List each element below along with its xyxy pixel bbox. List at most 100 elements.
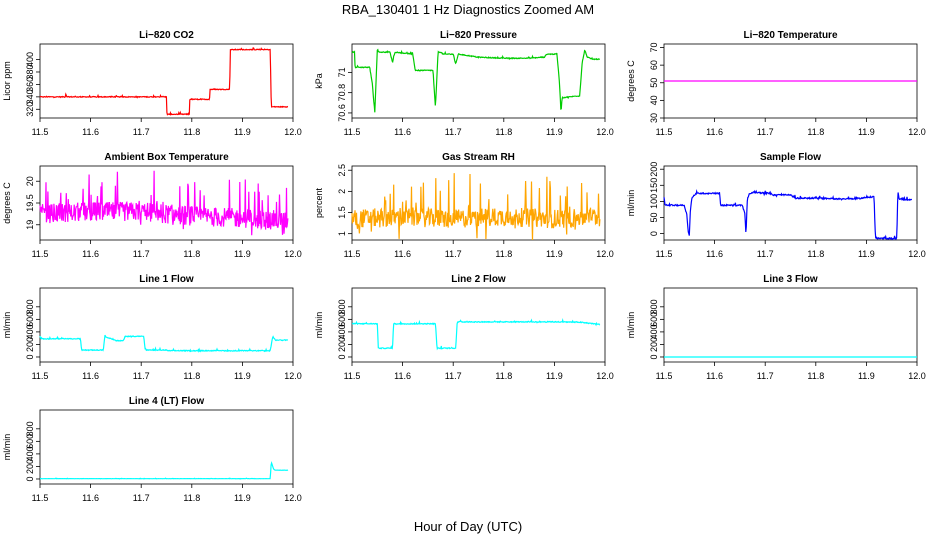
y-axis-label: degrees C <box>626 60 636 102</box>
x-tick-label: 11.6 <box>394 249 411 259</box>
y-tick-label: 150 <box>649 178 659 193</box>
x-tick-label: 11.9 <box>546 249 563 259</box>
y-tick-label: 400 <box>25 52 35 67</box>
x-tick-label: 11.9 <box>858 127 875 137</box>
y-tick-label: 40 <box>649 95 659 105</box>
x-tick-label: 11.8 <box>183 371 200 381</box>
y-tick-label: 600 <box>649 312 659 327</box>
y-tick-label: 0 <box>25 476 35 481</box>
y-axis-label: ml/min <box>626 312 636 339</box>
plot-frame <box>663 165 918 241</box>
x-tick-label: 11.5 <box>32 371 49 381</box>
x-tick-label: 11.9 <box>858 249 875 259</box>
series-line <box>351 173 601 241</box>
series-line <box>351 48 601 113</box>
y-axis-label: kPa <box>314 73 324 89</box>
x-tick-label: 11.8 <box>183 249 200 259</box>
y-tick-label: 19.5 <box>25 194 35 212</box>
y-tick-label: 50 <box>649 212 659 222</box>
panel-title: Line 2 Flow <box>451 274 506 285</box>
y-tick-label: 20 <box>25 176 35 186</box>
x-tick-label: 11.5 <box>656 371 673 381</box>
x-tick-label: 11.6 <box>706 371 723 381</box>
x-tick-label: 12.0 <box>908 371 926 381</box>
y-tick-label: 60 <box>649 60 659 70</box>
figure-x-axis-label: Hour of Day (UTC) <box>414 519 522 534</box>
panel-title: Gas Stream RH <box>442 152 515 163</box>
x-tick-label: 11.6 <box>82 493 99 503</box>
y-axis-label: ml/min <box>314 312 324 339</box>
y-tick-label: 70 <box>649 43 659 53</box>
x-tick-label: 11.6 <box>82 371 99 381</box>
y-tick-label: 70.6 <box>337 104 347 122</box>
plot-frame <box>39 409 294 485</box>
x-tick-label: 12.0 <box>284 493 302 503</box>
y-tick-label: 0 <box>25 354 35 359</box>
x-tick-label: 11.5 <box>32 127 49 137</box>
plot-frame <box>663 287 918 363</box>
y-tick-label: 600 <box>337 312 347 327</box>
x-tick-label: 11.8 <box>495 249 512 259</box>
x-tick-label: 11.8 <box>183 127 200 137</box>
y-tick-label: 19 <box>25 220 35 230</box>
x-tick-label: 11.6 <box>82 249 99 259</box>
y-tick-label: 400 <box>649 324 659 339</box>
series-line <box>39 170 289 236</box>
plot-frame <box>39 43 294 119</box>
y-axis-label: ml/min <box>2 312 12 339</box>
x-tick-label: 11.9 <box>234 249 251 259</box>
panel-2: Li−820 Pressure kPa 70.6 70.8 71 11.5 11.6 11.7… <box>314 30 614 137</box>
figure-title: RBA_130401 1 Hz Diagnostics Zoomed AM <box>342 2 594 17</box>
series-line <box>663 189 913 241</box>
series-line <box>40 461 289 480</box>
x-tick-label: 12.0 <box>284 371 302 381</box>
x-tick-label: 11.9 <box>234 493 251 503</box>
y-tick-label: 400 <box>25 446 35 461</box>
y-tick-label: 800 <box>337 299 347 314</box>
y-tick-label: 360 <box>25 77 35 92</box>
y-tick-label: 30 <box>649 113 659 123</box>
x-tick-label: 11.8 <box>807 249 824 259</box>
x-tick-label: 11.7 <box>757 371 774 381</box>
y-tick-label: 400 <box>25 324 35 339</box>
y-tick-label: 200 <box>649 162 659 177</box>
y-tick-label: 800 <box>649 299 659 314</box>
panel-title: Li−820 Pressure <box>440 30 517 41</box>
y-tick-label: 800 <box>25 299 35 314</box>
panel-3: Li−820 Temperature degrees C 30 40 50 60 70 11.… <box>626 30 926 137</box>
plot-frame <box>351 287 606 363</box>
y-axis-label: Licor ppm <box>2 61 12 101</box>
x-tick-label: 12.0 <box>284 249 302 259</box>
y-tick-label: 71 <box>337 67 347 77</box>
x-tick-label: 11.7 <box>133 249 150 259</box>
panel-title: Line 1 Flow <box>139 274 194 285</box>
y-tick-label: 380 <box>25 64 35 79</box>
y-tick-label: 600 <box>25 434 35 449</box>
x-tick-label: 12.0 <box>596 127 614 137</box>
x-tick-label: 11.6 <box>394 127 411 137</box>
x-tick-label: 11.8 <box>495 371 512 381</box>
x-tick-label: 11.9 <box>546 371 563 381</box>
x-tick-label: 12.0 <box>908 249 926 259</box>
y-axis-label: degrees C <box>2 182 12 224</box>
x-tick-label: 11.6 <box>706 127 723 137</box>
x-tick-label: 11.8 <box>807 371 824 381</box>
y-tick-label: 70.8 <box>337 84 347 102</box>
y-tick-label: 200 <box>649 337 659 352</box>
x-tick-label: 11.9 <box>234 371 251 381</box>
x-tick-label: 11.5 <box>32 249 49 259</box>
y-tick-label: 2 <box>337 189 347 194</box>
y-axis-label: ml/min <box>2 434 12 461</box>
y-tick-label: 2.5 <box>337 164 347 177</box>
x-tick-label: 11.5 <box>32 493 49 503</box>
x-tick-label: 12.0 <box>596 249 614 259</box>
x-tick-label: 11.7 <box>757 249 774 259</box>
panel-title: Li−820 CO2 <box>139 30 194 41</box>
y-tick-label: 200 <box>337 337 347 352</box>
